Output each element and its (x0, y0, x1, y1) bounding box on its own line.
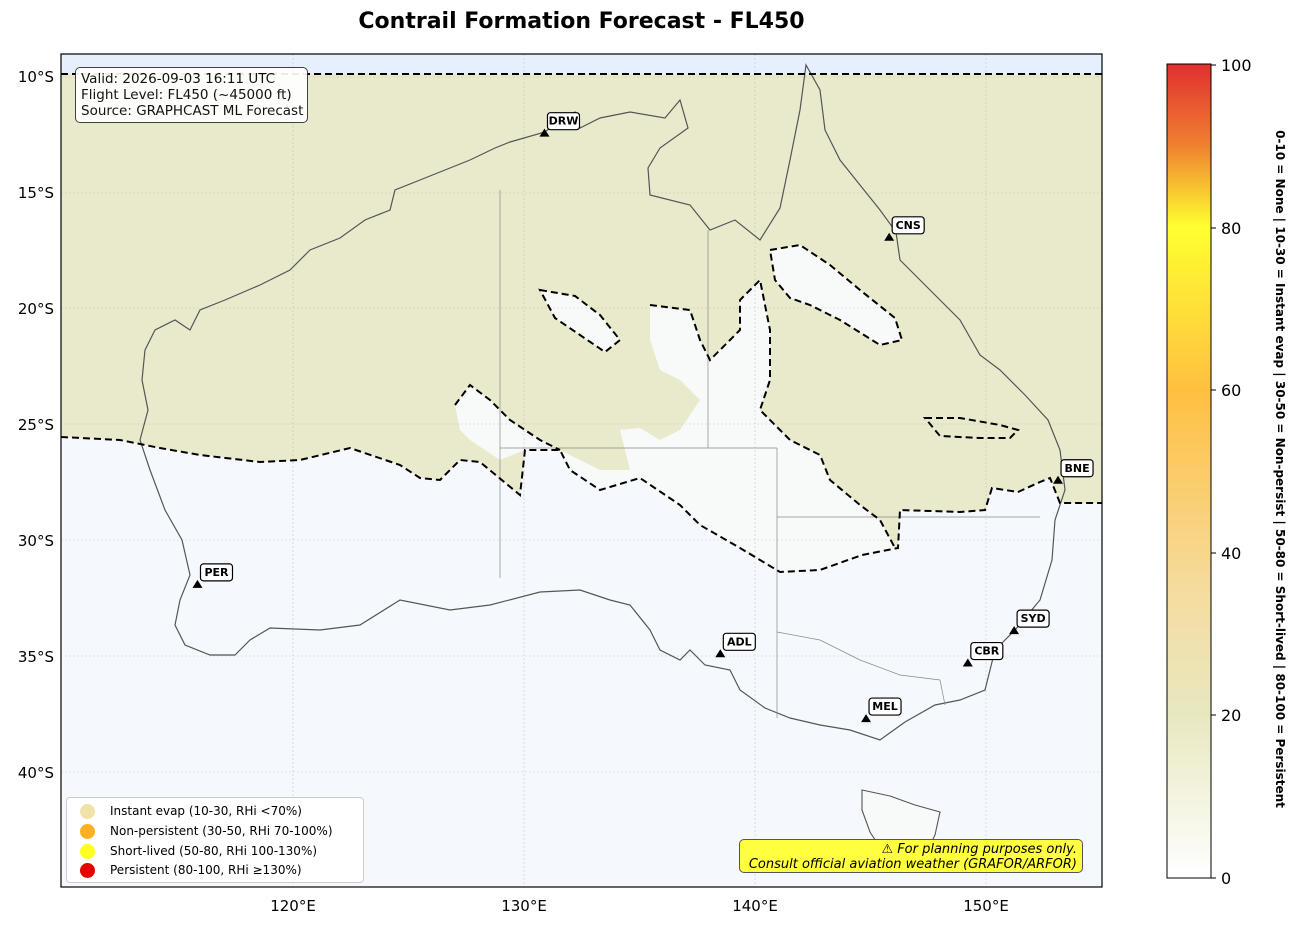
white-pocket (455, 280, 895, 572)
valid-time: Valid: 2026-09-03 16:11 UTC (81, 71, 276, 87)
map-frame (60, 53, 1103, 888)
lat-tick-label: 30°S (18, 532, 54, 550)
airport-label: DRW (549, 115, 579, 128)
colorbar (1166, 63, 1212, 879)
airport-label-box (1016, 609, 1050, 628)
airport-marker-icon (861, 714, 872, 723)
state-borders (499, 190, 1040, 718)
australia-coastline (139, 63, 1066, 741)
lon-tick-label: 140°E (732, 897, 778, 915)
legend-swatch (80, 823, 95, 839)
airport-marker-icon (884, 232, 895, 241)
colorbar-tick-label: 60 (1221, 381, 1242, 400)
lat-tick-label: 20°S (18, 300, 54, 318)
warning-line: Consult official aviation weather (GRAFO… (748, 856, 1077, 872)
colorbar-tick-label: 20 (1221, 706, 1242, 725)
lat-tick-label: 40°S (18, 764, 54, 782)
chart-title: Contrail Formation Forecast - FL450 (358, 9, 805, 34)
contour-lines (61, 73, 1102, 574)
lon-tick-label: 150°E (963, 897, 1009, 915)
warning-line: ⚠ For planning purposes only. (881, 842, 1078, 857)
forecast-source: Source: GRAPHCAST ML Forecast (81, 103, 304, 119)
flight-level: Flight Level: FL450 (~45000 ft) (81, 87, 292, 103)
airport-label: MEL (872, 700, 897, 713)
legend: Instant evap (10-30, RHi <70%) Non-persi… (66, 797, 364, 883)
airport-marker-icon (1009, 626, 1020, 635)
legend-label: Persistent (80-100, RHi ≥130%) (110, 863, 302, 877)
airport-marker-icon (1053, 475, 1064, 484)
airport-marker-icon (962, 658, 973, 667)
airport-label-box (199, 563, 234, 582)
airport-label: SYD (1021, 612, 1046, 625)
legend-item: Non-persistent (30-50, RHi 70-100%) (80, 823, 333, 839)
airport-label-box (891, 216, 925, 235)
colorbar-tick-label: 0 (1221, 869, 1232, 888)
airport-label-box (868, 697, 902, 716)
airport-label-box (722, 632, 756, 651)
lat-tick-label: 35°S (18, 648, 54, 666)
white-pocket (770, 245, 902, 345)
forecast-info-box: Valid: 2026-09-03 16:11 UTC Flight Level… (75, 67, 309, 123)
legend-swatch (80, 803, 95, 819)
legend-item: Short-lived (50-80, RHi 100-130%) (80, 843, 317, 859)
lat-tick-label: 10°S (18, 68, 54, 86)
colorbar-category-label: 0-10 = None | 10-30 = Instant evap | 30-… (1273, 130, 1287, 808)
lon-axis: 120°E 130°E 140°E 150°E (270, 897, 1009, 915)
airport-marker-icon (715, 649, 726, 658)
airport-label-box (1060, 459, 1094, 478)
airport-label-box (546, 112, 581, 131)
lon-tick-label: 120°E (270, 897, 316, 915)
lon-tick-label: 130°E (501, 897, 547, 915)
airport-marker-icon (192, 579, 203, 588)
airport-label: ADL (727, 635, 752, 648)
airport-markers: DRW CNS BNE PER ADL SYD CBR MEL (192, 112, 1094, 723)
planning-warning: ⚠ For planning purposes only. Consult of… (739, 839, 1083, 873)
airport-marker-icon (539, 128, 550, 137)
airport-label: PER (204, 566, 229, 579)
lat-tick-label: 25°S (18, 416, 54, 434)
colorbar-tick-label: 100 (1221, 56, 1252, 75)
legend-label: Non-persistent (30-50, RHi 70-100%) (110, 824, 333, 838)
north-band (61, 54, 1102, 74)
white-pocket (540, 290, 620, 352)
airport-label-box (970, 641, 1004, 661)
legend-swatch (80, 843, 95, 859)
legend-label: Instant evap (10-30, RHi <70%) (110, 804, 302, 818)
legend-item: Persistent (80-100, RHi ≥130%) (80, 862, 302, 878)
colorbar-ticks (1211, 64, 1216, 879)
lat-tick-label: 15°S (18, 184, 54, 202)
lat-axis: 10°S 15°S 20°S 25°S 30°S 35°S 40°S (18, 68, 54, 782)
legend-label: Short-lived (50-80, RHi 100-130%) (110, 844, 318, 858)
airport-label: CNS (896, 219, 921, 232)
airport-label: BNE (1064, 462, 1089, 475)
legend-item: Instant evap (10-30, RHi <70%) (80, 803, 302, 819)
legend-swatch (80, 862, 95, 878)
colorbar-tick-label: 40 (1221, 544, 1242, 563)
colorbar-tick-label: 80 (1221, 219, 1242, 238)
airport-label: CBR (974, 645, 999, 658)
